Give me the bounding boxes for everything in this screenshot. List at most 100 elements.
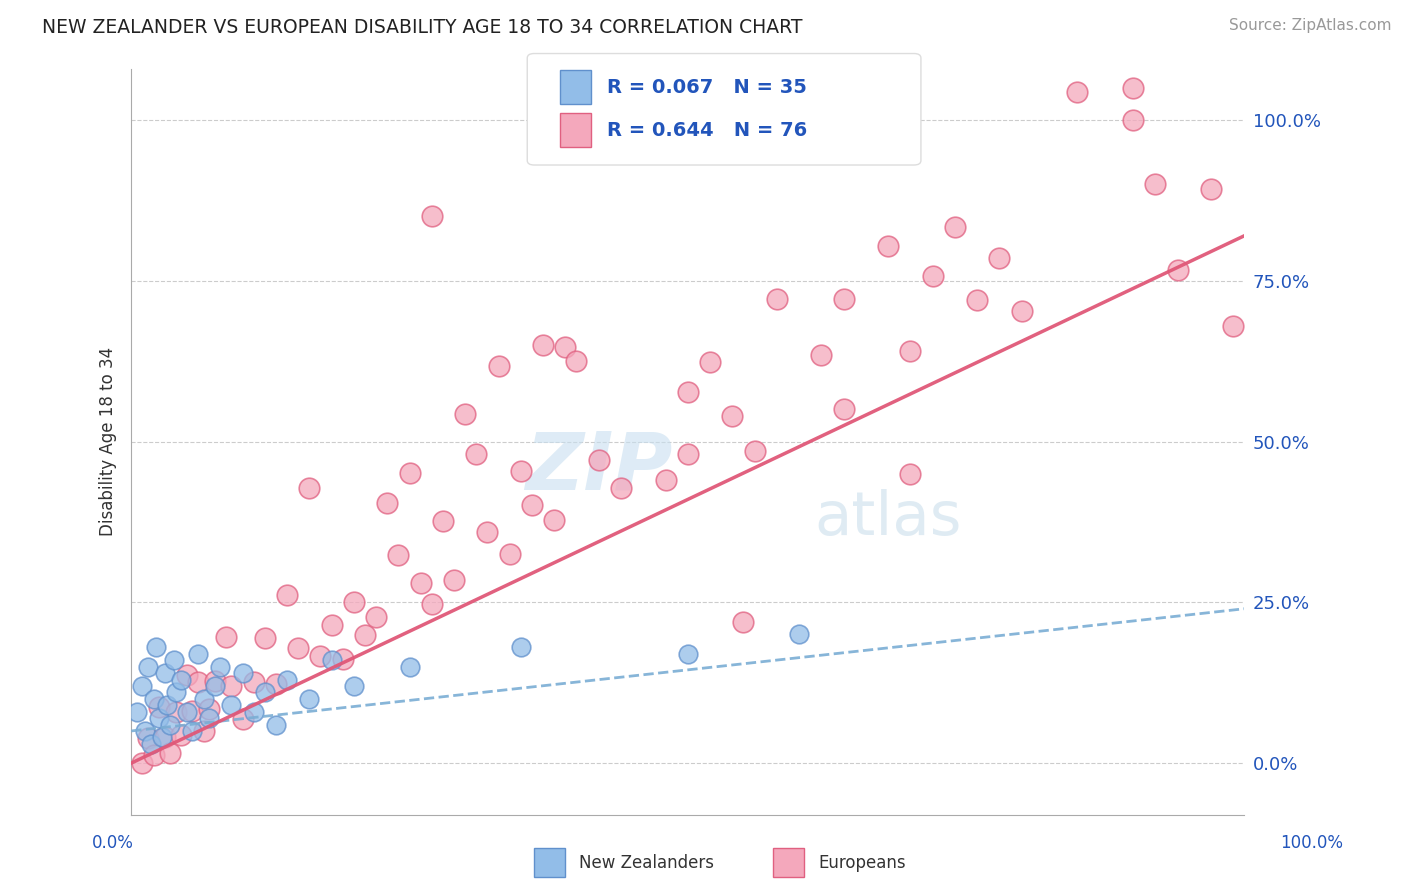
- Point: [375, 495, 398, 509]
- Point: [1122, 112, 1144, 127]
- Point: [387, 548, 409, 562]
- Point: [142, 747, 165, 762]
- Point: [131, 679, 153, 693]
- Text: ZIP: ZIP: [524, 428, 672, 507]
- Point: [298, 481, 321, 495]
- Point: [900, 467, 922, 481]
- Point: [531, 338, 554, 352]
- Point: [676, 647, 699, 661]
- Text: R = 0.644   N = 76: R = 0.644 N = 76: [607, 120, 807, 140]
- Point: [321, 618, 343, 632]
- Point: [1199, 182, 1222, 196]
- Point: [1167, 262, 1189, 277]
- Point: [136, 659, 159, 673]
- Text: R = 0.067   N = 35: R = 0.067 N = 35: [607, 78, 807, 97]
- Point: [1011, 304, 1033, 318]
- Point: [162, 653, 184, 667]
- Point: [176, 667, 198, 681]
- Point: [153, 666, 176, 681]
- Text: atlas: atlas: [814, 489, 962, 549]
- Point: [332, 651, 354, 665]
- Text: NEW ZEALANDER VS EUROPEAN DISABILITY AGE 18 TO 34 CORRELATION CHART: NEW ZEALANDER VS EUROPEAN DISABILITY AGE…: [42, 18, 803, 37]
- Point: [943, 220, 966, 235]
- Point: [588, 453, 610, 467]
- Point: [354, 628, 377, 642]
- Point: [343, 679, 366, 693]
- Point: [1122, 80, 1144, 95]
- Point: [787, 627, 810, 641]
- Point: [744, 443, 766, 458]
- Point: [170, 728, 193, 742]
- Point: [610, 481, 633, 495]
- Point: [443, 573, 465, 587]
- Point: [699, 355, 721, 369]
- Point: [276, 588, 298, 602]
- Point: [1144, 177, 1167, 191]
- Point: [1066, 85, 1088, 99]
- Point: [366, 610, 388, 624]
- Point: [900, 344, 922, 359]
- Point: [152, 731, 174, 745]
- Point: [242, 674, 264, 689]
- Point: [142, 691, 165, 706]
- Point: [131, 756, 153, 771]
- Point: [232, 666, 254, 681]
- Point: [221, 679, 243, 693]
- Y-axis label: Disability Age 18 to 34: Disability Age 18 to 34: [100, 347, 117, 536]
- Point: [176, 705, 198, 719]
- Point: [321, 653, 343, 667]
- Point: [193, 691, 215, 706]
- Point: [209, 659, 232, 673]
- Point: [420, 597, 443, 611]
- Point: [832, 292, 855, 306]
- Point: [766, 292, 789, 306]
- Point: [676, 447, 699, 461]
- Point: [499, 547, 522, 561]
- Point: [420, 210, 443, 224]
- Point: [181, 723, 204, 738]
- Point: [148, 700, 170, 714]
- Point: [520, 498, 543, 512]
- Point: [198, 702, 221, 716]
- Point: [343, 595, 366, 609]
- Point: [153, 730, 176, 744]
- Point: [159, 747, 181, 761]
- Point: [156, 698, 179, 713]
- Point: [170, 673, 193, 687]
- Point: [181, 704, 204, 718]
- Point: [134, 723, 156, 738]
- Point: [187, 675, 209, 690]
- Point: [253, 685, 276, 699]
- Point: [721, 409, 744, 424]
- Point: [253, 631, 276, 645]
- Point: [477, 525, 499, 540]
- Point: [733, 615, 755, 629]
- Text: Europeans: Europeans: [818, 854, 905, 871]
- Point: [204, 673, 226, 688]
- Point: [398, 659, 420, 673]
- Point: [509, 640, 531, 655]
- Point: [232, 712, 254, 726]
- Point: [276, 673, 298, 687]
- Text: Source: ZipAtlas.com: Source: ZipAtlas.com: [1229, 18, 1392, 33]
- Point: [136, 731, 159, 745]
- Point: [187, 647, 209, 661]
- Point: [193, 724, 215, 739]
- Point: [432, 514, 454, 528]
- Point: [309, 649, 332, 664]
- Text: 0.0%: 0.0%: [91, 834, 134, 852]
- Point: [148, 711, 170, 725]
- Point: [921, 269, 943, 284]
- Point: [409, 576, 432, 591]
- Point: [145, 640, 167, 655]
- Point: [287, 640, 309, 655]
- Point: [509, 464, 531, 478]
- Point: [165, 685, 187, 699]
- Point: [159, 717, 181, 731]
- Point: [676, 385, 699, 400]
- Point: [221, 698, 243, 713]
- Text: New Zealanders: New Zealanders: [579, 854, 714, 871]
- Point: [554, 340, 576, 354]
- Point: [465, 447, 488, 461]
- Point: [488, 359, 510, 374]
